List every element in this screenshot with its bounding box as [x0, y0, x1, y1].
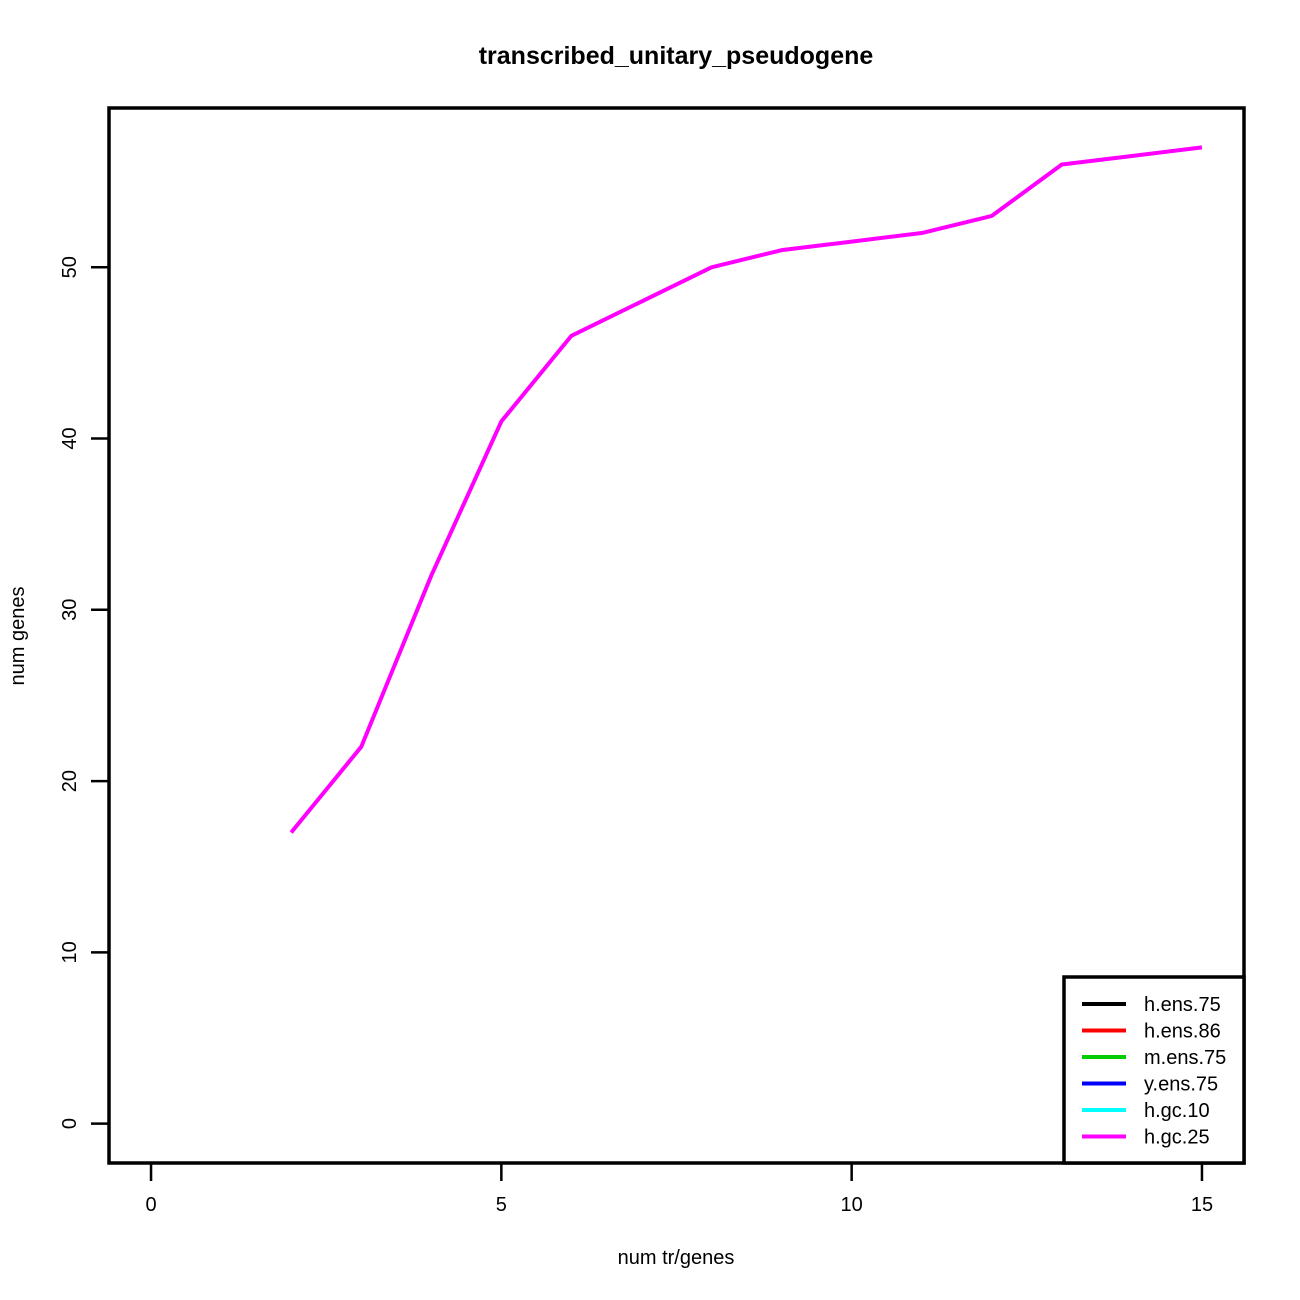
y-tick-label: 10 [59, 941, 81, 963]
y-tick-label: 20 [59, 770, 81, 792]
legend-label: h.gc.10 [1144, 1100, 1210, 1122]
x-tick-label: 10 [841, 1194, 863, 1216]
x-tick-label: 5 [496, 1194, 507, 1216]
y-axis-label: num genes [7, 587, 29, 686]
legend-label: y.ens.75 [1144, 1074, 1218, 1096]
chart-title: transcribed_unitary_pseudogene [479, 42, 874, 70]
x-axis: 0 5 10 15 [145, 1161, 1213, 1216]
legend: h.ens.75 h.ens.86 m.ens.75 y.ens.75 h.gc.10 h… [1062, 975, 1246, 1165]
legend-label: h.ens.86 [1144, 1021, 1221, 1043]
legend-label: h.ens.75 [1144, 994, 1221, 1016]
y-tick-label: 40 [59, 427, 81, 449]
y-axis: 0 10 20 30 40 50 [59, 256, 109, 1129]
legend-label: h.gc.25 [1144, 1127, 1210, 1149]
series-line-h.gc.25 [289, 145, 1203, 834]
x-tick-label: 0 [145, 1194, 156, 1216]
x-tick-label: 15 [1191, 1194, 1213, 1216]
y-tick-label: 0 [59, 1118, 81, 1129]
x-axis-label: num tr/genes [618, 1247, 735, 1269]
series-layer [289, 145, 1203, 834]
y-tick-label: 30 [59, 599, 81, 621]
y-tick-label: 50 [59, 256, 81, 278]
legend-label: m.ens.75 [1144, 1047, 1226, 1069]
legend-box [1062, 975, 1246, 1165]
